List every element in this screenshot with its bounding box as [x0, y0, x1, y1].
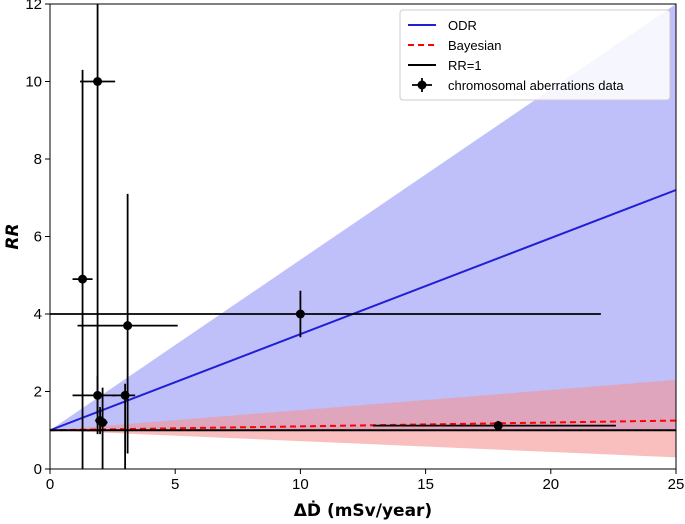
y-tick-label: 6	[34, 229, 42, 246]
x-tick-label: 15	[417, 476, 434, 493]
data-point-1	[80, 4, 116, 415]
legend-label: ODR	[448, 18, 477, 33]
y-tick-label: 2	[34, 384, 42, 401]
legend-label: Bayesian	[448, 38, 501, 53]
legend: ODR Bayesian RR=1 chromosomal aberrations d…	[399, 9, 671, 101]
y-axis-ticks: 0 2 4 6 8 10 12	[25, 0, 50, 478]
uncertainty-bands	[50, 4, 676, 458]
series-line-odr	[49, 189, 677, 432]
x-axis-label: ΔḊ (mSv/year)	[294, 499, 432, 521]
y-tick-label: 8	[34, 151, 42, 168]
point-marker	[493, 421, 503, 431]
band-0	[50, 4, 676, 431]
x-tick-label: 5	[171, 476, 179, 493]
data-points	[50, 4, 616, 469]
data-point-6	[77, 193, 178, 454]
legend-item: ODR	[408, 18, 477, 33]
legend-label: RR=1	[448, 58, 482, 73]
series-lines	[49, 189, 677, 432]
data-point-0	[72, 69, 93, 469]
legend-item: Bayesian	[408, 38, 501, 53]
x-axis-ticks: 0 5 10 15 20 25	[46, 469, 685, 493]
x-tick-label: 25	[668, 476, 685, 493]
legend-label: chromosomal aberrations data	[448, 78, 624, 93]
band-1	[50, 379, 676, 458]
x-tick-label: 10	[292, 476, 309, 493]
y-axis-label: RR	[3, 223, 23, 249]
legend-box	[399, 9, 671, 101]
x-tick-label: 20	[542, 476, 559, 493]
point-marker	[295, 309, 305, 319]
point-marker	[78, 274, 88, 284]
point-marker	[93, 77, 103, 86]
legend-item: chromosomal aberrations data	[412, 78, 624, 93]
data-point-7	[50, 290, 601, 338]
data-point-4	[97, 387, 108, 469]
y-tick-label: 0	[34, 461, 42, 478]
data-point-8	[373, 420, 616, 431]
legend-swatch-marker	[417, 80, 427, 90]
legend-item: RR=1	[408, 58, 482, 73]
data-point-2	[72, 376, 116, 435]
y-tick-label: 10	[25, 74, 42, 91]
y-tick-label: 12	[25, 0, 42, 13]
point-marker	[123, 321, 133, 331]
y-tick-label: 4	[34, 306, 42, 323]
x-tick-label: 0	[46, 476, 54, 493]
point-marker	[93, 390, 103, 400]
point-marker	[98, 418, 108, 427]
series-line-bayesian	[49, 419, 677, 432]
